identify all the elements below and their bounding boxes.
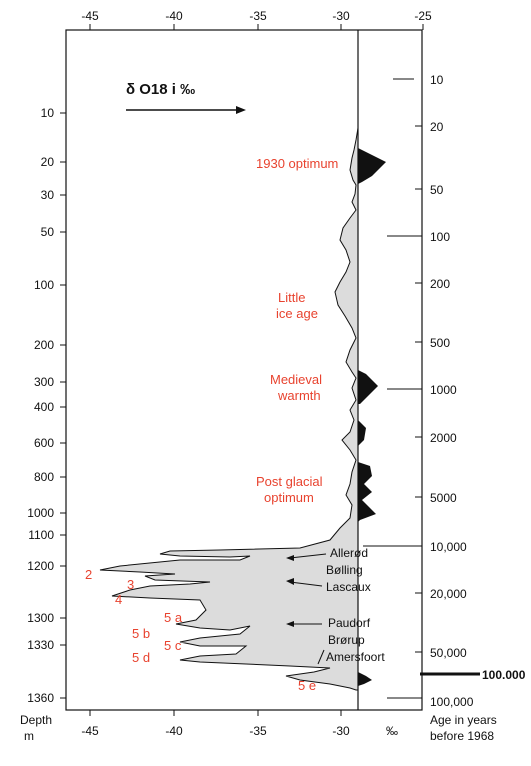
annotation-5c: 5 c bbox=[164, 638, 182, 653]
warm-spike-2 bbox=[358, 420, 366, 446]
arrowhead-allerod bbox=[286, 555, 294, 561]
depth-tick-label: 300 bbox=[34, 375, 54, 389]
arrowhead-lascaux bbox=[286, 578, 294, 585]
age-tick-label: 50 bbox=[430, 183, 444, 197]
label-paudorf: Paudorf bbox=[328, 616, 371, 630]
depth-tick-label: 600 bbox=[34, 436, 54, 450]
depth-tick-label: 100 bbox=[34, 278, 54, 292]
warm-spike-3 bbox=[358, 462, 376, 522]
climate-annotations: 1930 optimum Little ice age Medieval war… bbox=[85, 156, 338, 693]
age-tick-label: 10 bbox=[430, 73, 444, 87]
age-tick-label: 1000 bbox=[430, 383, 457, 397]
age-tick-label: 2000 bbox=[430, 431, 457, 445]
annotation-5a: 5 a bbox=[164, 610, 183, 625]
bottom-tick-label: -30 bbox=[332, 724, 350, 738]
label-bolling: Bølling bbox=[326, 563, 363, 577]
depth-tick-label: 30 bbox=[41, 188, 55, 202]
annotation-postglacial-1: Post glacial bbox=[256, 474, 323, 489]
annotation-5b: 5 b bbox=[132, 626, 150, 641]
depth-tick-label: 10 bbox=[41, 106, 55, 120]
title-arrowhead bbox=[236, 106, 246, 114]
top-tick-label: -35 bbox=[249, 9, 267, 23]
chart-title: δ O18 i ‰ bbox=[126, 81, 195, 98]
annotation-2: 2 bbox=[85, 567, 92, 582]
annotation-1930-optimum: 1930 optimum bbox=[256, 156, 338, 171]
age-tick-label: 100 bbox=[430, 230, 450, 244]
depth-tick-label: 200 bbox=[34, 338, 54, 352]
top-tick-label: -25 bbox=[414, 9, 432, 23]
bottom-tick-label: -40 bbox=[165, 724, 183, 738]
annotation-5d: 5 d bbox=[132, 650, 150, 665]
depth-tick-label: 1360 bbox=[27, 691, 54, 705]
plot-frame bbox=[65, 29, 423, 711]
arrow-amersfoort bbox=[317, 649, 325, 665]
annotation-5e: 5 e bbox=[298, 678, 316, 693]
annotation-little-ice-age-2: ice age bbox=[276, 306, 318, 321]
age-tick-label: 200 bbox=[430, 277, 450, 291]
age-tick-label: 500 bbox=[430, 336, 450, 350]
depth-tick-label: 1300 bbox=[27, 611, 54, 625]
age-axis: 10 20 50 100 200 500 1000 2000 5000 10,0… bbox=[363, 73, 526, 743]
age-tick-label: 10,000 bbox=[430, 540, 467, 554]
age-axis-label: Age in years bbox=[430, 713, 497, 727]
top-tick-label: -30 bbox=[332, 9, 350, 23]
annotation-little-ice-age-1: Little bbox=[278, 290, 305, 305]
age-tick-label: 100,000 bbox=[430, 695, 474, 709]
depth-axis-label: Depth bbox=[20, 713, 52, 727]
depth-tick-label: 400 bbox=[34, 400, 54, 414]
label-lascaux: Lascaux bbox=[326, 580, 371, 594]
bottom-unit-label: ‰ bbox=[386, 724, 398, 738]
arrowhead-paudorf bbox=[286, 621, 294, 627]
depth-tick-label: 800 bbox=[34, 470, 54, 484]
depth-tick-label: 1000 bbox=[27, 506, 54, 520]
bottom-tick-label: -35 bbox=[249, 724, 267, 738]
depth-tick-label: 1100 bbox=[28, 528, 54, 542]
depth-tick-label: 1200 bbox=[27, 559, 54, 573]
warm-spike-4 bbox=[358, 672, 372, 686]
label-brorup: Brørup bbox=[328, 633, 365, 647]
age-tick-label: 5000 bbox=[430, 491, 457, 505]
top-axis: -45 -40 -35 -30 -25 bbox=[81, 9, 432, 30]
depth-axis: 10 20 30 50 100 200 300 400 600 800 1000… bbox=[20, 106, 66, 743]
depth-axis-unit: m bbox=[24, 729, 34, 743]
depth-tick-label: 50 bbox=[41, 225, 55, 239]
arrow-lascaux bbox=[289, 581, 323, 587]
annotation-medieval-1: Medieval bbox=[270, 372, 322, 387]
d18o-profile-area bbox=[99, 127, 359, 691]
top-tick-label: -45 bbox=[81, 9, 99, 23]
depth-tick-label: 1330 bbox=[27, 638, 54, 652]
label-amersfoort: Amersfoort bbox=[326, 650, 385, 664]
age-tick-label: 50,000 bbox=[430, 646, 467, 660]
bottom-tick-label: -45 bbox=[81, 724, 99, 738]
annotation-medieval-2: warmth bbox=[277, 388, 321, 403]
annotation-postglacial-2: optimum bbox=[264, 490, 314, 505]
arrow-allerod bbox=[289, 553, 327, 559]
depth-tick-label: 20 bbox=[41, 155, 55, 169]
top-tick-label: -40 bbox=[165, 9, 183, 23]
warm-spike-1930 bbox=[358, 148, 386, 184]
annotation-3: 3 bbox=[127, 577, 134, 592]
label-allerod: Allerød bbox=[330, 546, 368, 560]
age-highlight-label: 100.000 bbox=[482, 668, 526, 682]
event-labels: Allerød Bølling Lascaux Paudorf Brørup A… bbox=[286, 546, 385, 665]
age-tick-label: 20,000 bbox=[430, 587, 467, 601]
age-axis-sublabel: before 1968 bbox=[430, 729, 494, 743]
age-tick-label: 20 bbox=[430, 120, 444, 134]
bottom-axis: -45 -40 -35 -30 ‰ bbox=[81, 710, 398, 738]
annotation-4: 4 bbox=[115, 592, 122, 607]
warm-anomalies bbox=[358, 148, 386, 686]
warm-spike-medieval bbox=[358, 370, 378, 404]
